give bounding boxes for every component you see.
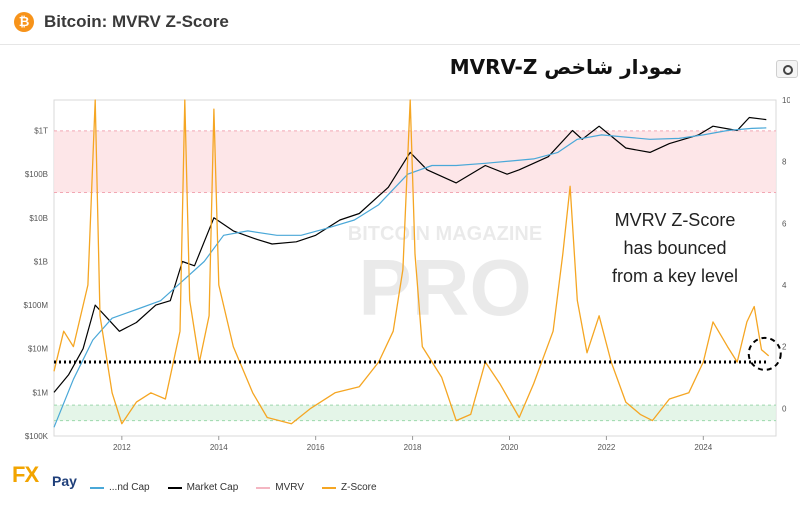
highlight-circle [747,336,782,371]
bitcoin-logo-icon: ₿ [14,12,34,32]
y-right-tick-label: 6 [782,219,787,228]
fxpay-logo-pay: Pay [52,473,77,489]
top-bar: ₿ Bitcoin: MVRV Z-Score [0,0,800,45]
y-right-tick-label: 10 [782,96,790,105]
series-market-cap [53,116,767,393]
watermark-line-1: BITCOIN MAGAZINE [348,223,542,245]
annotation-line-3: from a key level [611,266,739,286]
x-tick-label: 2024 [694,443,712,452]
y-left-tick-label: $100K [25,432,49,441]
x-tick-label: 2018 [404,443,422,452]
legend-swatch [90,486,104,489]
x-tick-label: 2020 [501,443,519,452]
x-tick-label: 2012 [113,443,131,452]
legend-swatch [167,486,182,489]
banner-title: نمودار شاخص MVRV-Z [418,52,714,82]
y-left-tick-label: $100M [24,301,49,310]
watermark-line-2: PRO [358,243,531,332]
y-right-tick-label: 2 [782,343,787,352]
y-left-tick-label: $1B [34,257,48,266]
legend-label: ...nd Cap [109,482,150,493]
camera-icon[interactable] [776,60,798,78]
y-left-tick-label: $100B [25,170,48,179]
legend-swatch [322,486,336,489]
legend-swatch [256,486,271,489]
y-right-tick-label: 0 [782,404,787,413]
legend: ...nd Cap Market Cap MVRV Z-Score [90,482,377,493]
chart-frame: BITCOIN MAGAZINE PRO $100K $1M $10M $100M $1B $… [10,44,800,500]
fxpay-logo: FX Pay [12,462,82,496]
y-left-tick-label: $1T [34,127,48,136]
band-overvalued-zone [54,130,776,193]
y-right-tick-label: 8 [782,158,787,167]
annotation-line-1: MVRV Z-Score [614,210,736,230]
page-title: Bitcoin: MVRV Z-Score [44,12,229,31]
annotation: MVRV Z-Score has bounced from a key leve… [590,206,760,290]
y-left-tick-label: $1M [32,388,48,397]
x-tick-label: 2022 [598,443,616,452]
band-undervalued-zone [54,405,776,421]
y-right-tick-label: 4 [782,281,787,290]
legend-item[interactable]: ...nd Cap [90,482,150,493]
legend-label: Z-Score [341,482,377,493]
legend-item[interactable]: Market Cap [167,482,239,493]
y-left-tick-label: $10M [28,345,48,354]
legend-label: MVRV [275,482,304,493]
x-tick-label: 2014 [210,443,228,452]
legend-label: Market Cap [186,482,239,493]
legend-item[interactable]: MVRV [256,482,304,493]
legend-item[interactable]: Z-Score [322,482,377,493]
y-left-tick-label: $10B [29,214,48,223]
series-z-score [53,99,770,425]
annotation-line-2: has bounced [623,238,727,258]
fxpay-logo-fx: FX [12,462,39,487]
series-realized-cap [53,127,767,428]
x-tick-label: 2016 [307,443,325,452]
